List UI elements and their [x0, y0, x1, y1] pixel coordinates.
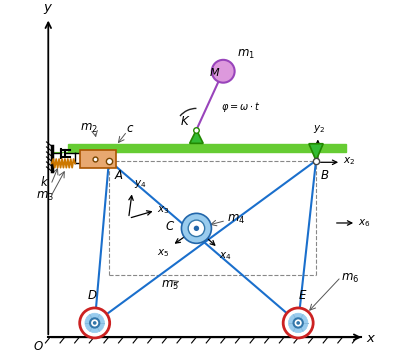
Circle shape [90, 318, 99, 328]
Polygon shape [68, 144, 346, 151]
Text: $k$: $k$ [40, 175, 49, 189]
Circle shape [85, 313, 104, 333]
Polygon shape [80, 150, 116, 169]
Circle shape [182, 213, 212, 243]
Text: $x$: $x$ [366, 332, 376, 345]
Text: $\varphi=\omega\cdot t$: $\varphi=\omega\cdot t$ [222, 100, 261, 114]
Text: $m_1$: $m_1$ [237, 48, 255, 61]
Text: $K$: $K$ [180, 115, 190, 128]
Text: $x_4$: $x_4$ [218, 250, 231, 262]
Text: $M$: $M$ [209, 66, 220, 78]
Text: $B$: $B$ [320, 169, 329, 182]
Text: $m_5$: $m_5$ [161, 279, 179, 292]
Circle shape [80, 308, 110, 338]
Circle shape [288, 313, 308, 333]
Text: $y_4$: $y_4$ [134, 178, 146, 190]
Circle shape [283, 308, 313, 338]
Text: $x_3$: $x_3$ [157, 205, 170, 216]
Polygon shape [190, 130, 203, 143]
Text: $y$: $y$ [43, 2, 54, 16]
Text: $E$: $E$ [298, 289, 307, 302]
Text: $x_2$: $x_2$ [343, 155, 355, 167]
Text: $O$: $O$ [33, 340, 44, 353]
Text: $c$: $c$ [126, 122, 134, 135]
Polygon shape [309, 144, 323, 161]
Circle shape [188, 220, 205, 237]
Circle shape [93, 321, 96, 325]
Circle shape [296, 321, 300, 325]
Circle shape [294, 318, 303, 328]
Text: $A$: $A$ [114, 169, 124, 182]
Text: $m_3$: $m_3$ [36, 190, 54, 203]
Circle shape [212, 60, 235, 83]
Text: $x_5$: $x_5$ [157, 247, 170, 259]
Text: $m_4$: $m_4$ [227, 213, 245, 226]
Circle shape [194, 226, 199, 231]
Text: $y_2$: $y_2$ [314, 123, 326, 135]
Text: $m_2$: $m_2$ [80, 122, 98, 135]
Text: $D$: $D$ [86, 289, 97, 302]
Text: $m_6$: $m_6$ [341, 272, 359, 285]
Text: $x_6$: $x_6$ [358, 217, 370, 229]
Text: $C$: $C$ [165, 220, 175, 233]
